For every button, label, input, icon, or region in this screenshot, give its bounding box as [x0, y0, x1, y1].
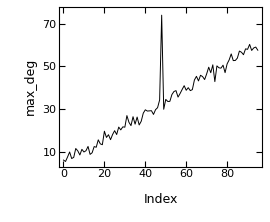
X-axis label: Index: Index	[143, 193, 178, 206]
Y-axis label: max_deg: max_deg	[24, 58, 37, 115]
